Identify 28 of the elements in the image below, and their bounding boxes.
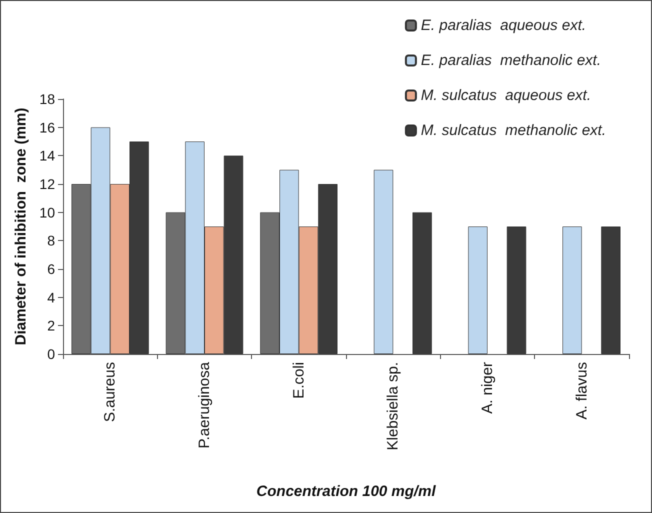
y-tick-label: 0 <box>47 346 56 362</box>
y-tick-label: 6 <box>47 261 56 277</box>
y-tick-label: 12 <box>39 176 56 192</box>
y-tick-label: 8 <box>47 232 56 249</box>
x-tick-label: A. flavus <box>573 362 590 420</box>
y-tick-label: 16 <box>39 119 56 136</box>
bar <box>412 212 432 354</box>
x-axis-title: Concentration 100 mg/ml <box>256 483 436 500</box>
x-tick-label: Klebsiella sp. <box>384 362 402 450</box>
x-tick-label: A. niger <box>479 362 496 414</box>
y-tick-label: 4 <box>47 289 56 306</box>
x-tick-label: E.coli <box>290 362 308 399</box>
y-tick-label: 2 <box>47 318 56 334</box>
bar <box>374 170 394 354</box>
bar <box>506 226 526 354</box>
y-axis-title: Diameter of inhibition zone (mm) <box>12 108 30 346</box>
bar <box>468 226 488 354</box>
legend-label: E. paralias methanolic ext. <box>420 52 602 69</box>
y-tick-label: 14 <box>39 148 56 164</box>
x-tick-label: S.aureus <box>102 362 119 422</box>
legend-label: M. sulcatus aqueous ext. <box>420 87 592 104</box>
bar <box>601 226 621 354</box>
bar <box>562 226 582 354</box>
y-tick-label: 10 <box>39 204 56 220</box>
legend-label: E. paralias aqueous ext. <box>420 17 586 34</box>
x-tick-label: P.aeruginosa <box>196 361 213 448</box>
legend-label: M. sulcatus methanolic ext. <box>420 122 606 139</box>
y-tick-label: 18 <box>39 91 56 107</box>
